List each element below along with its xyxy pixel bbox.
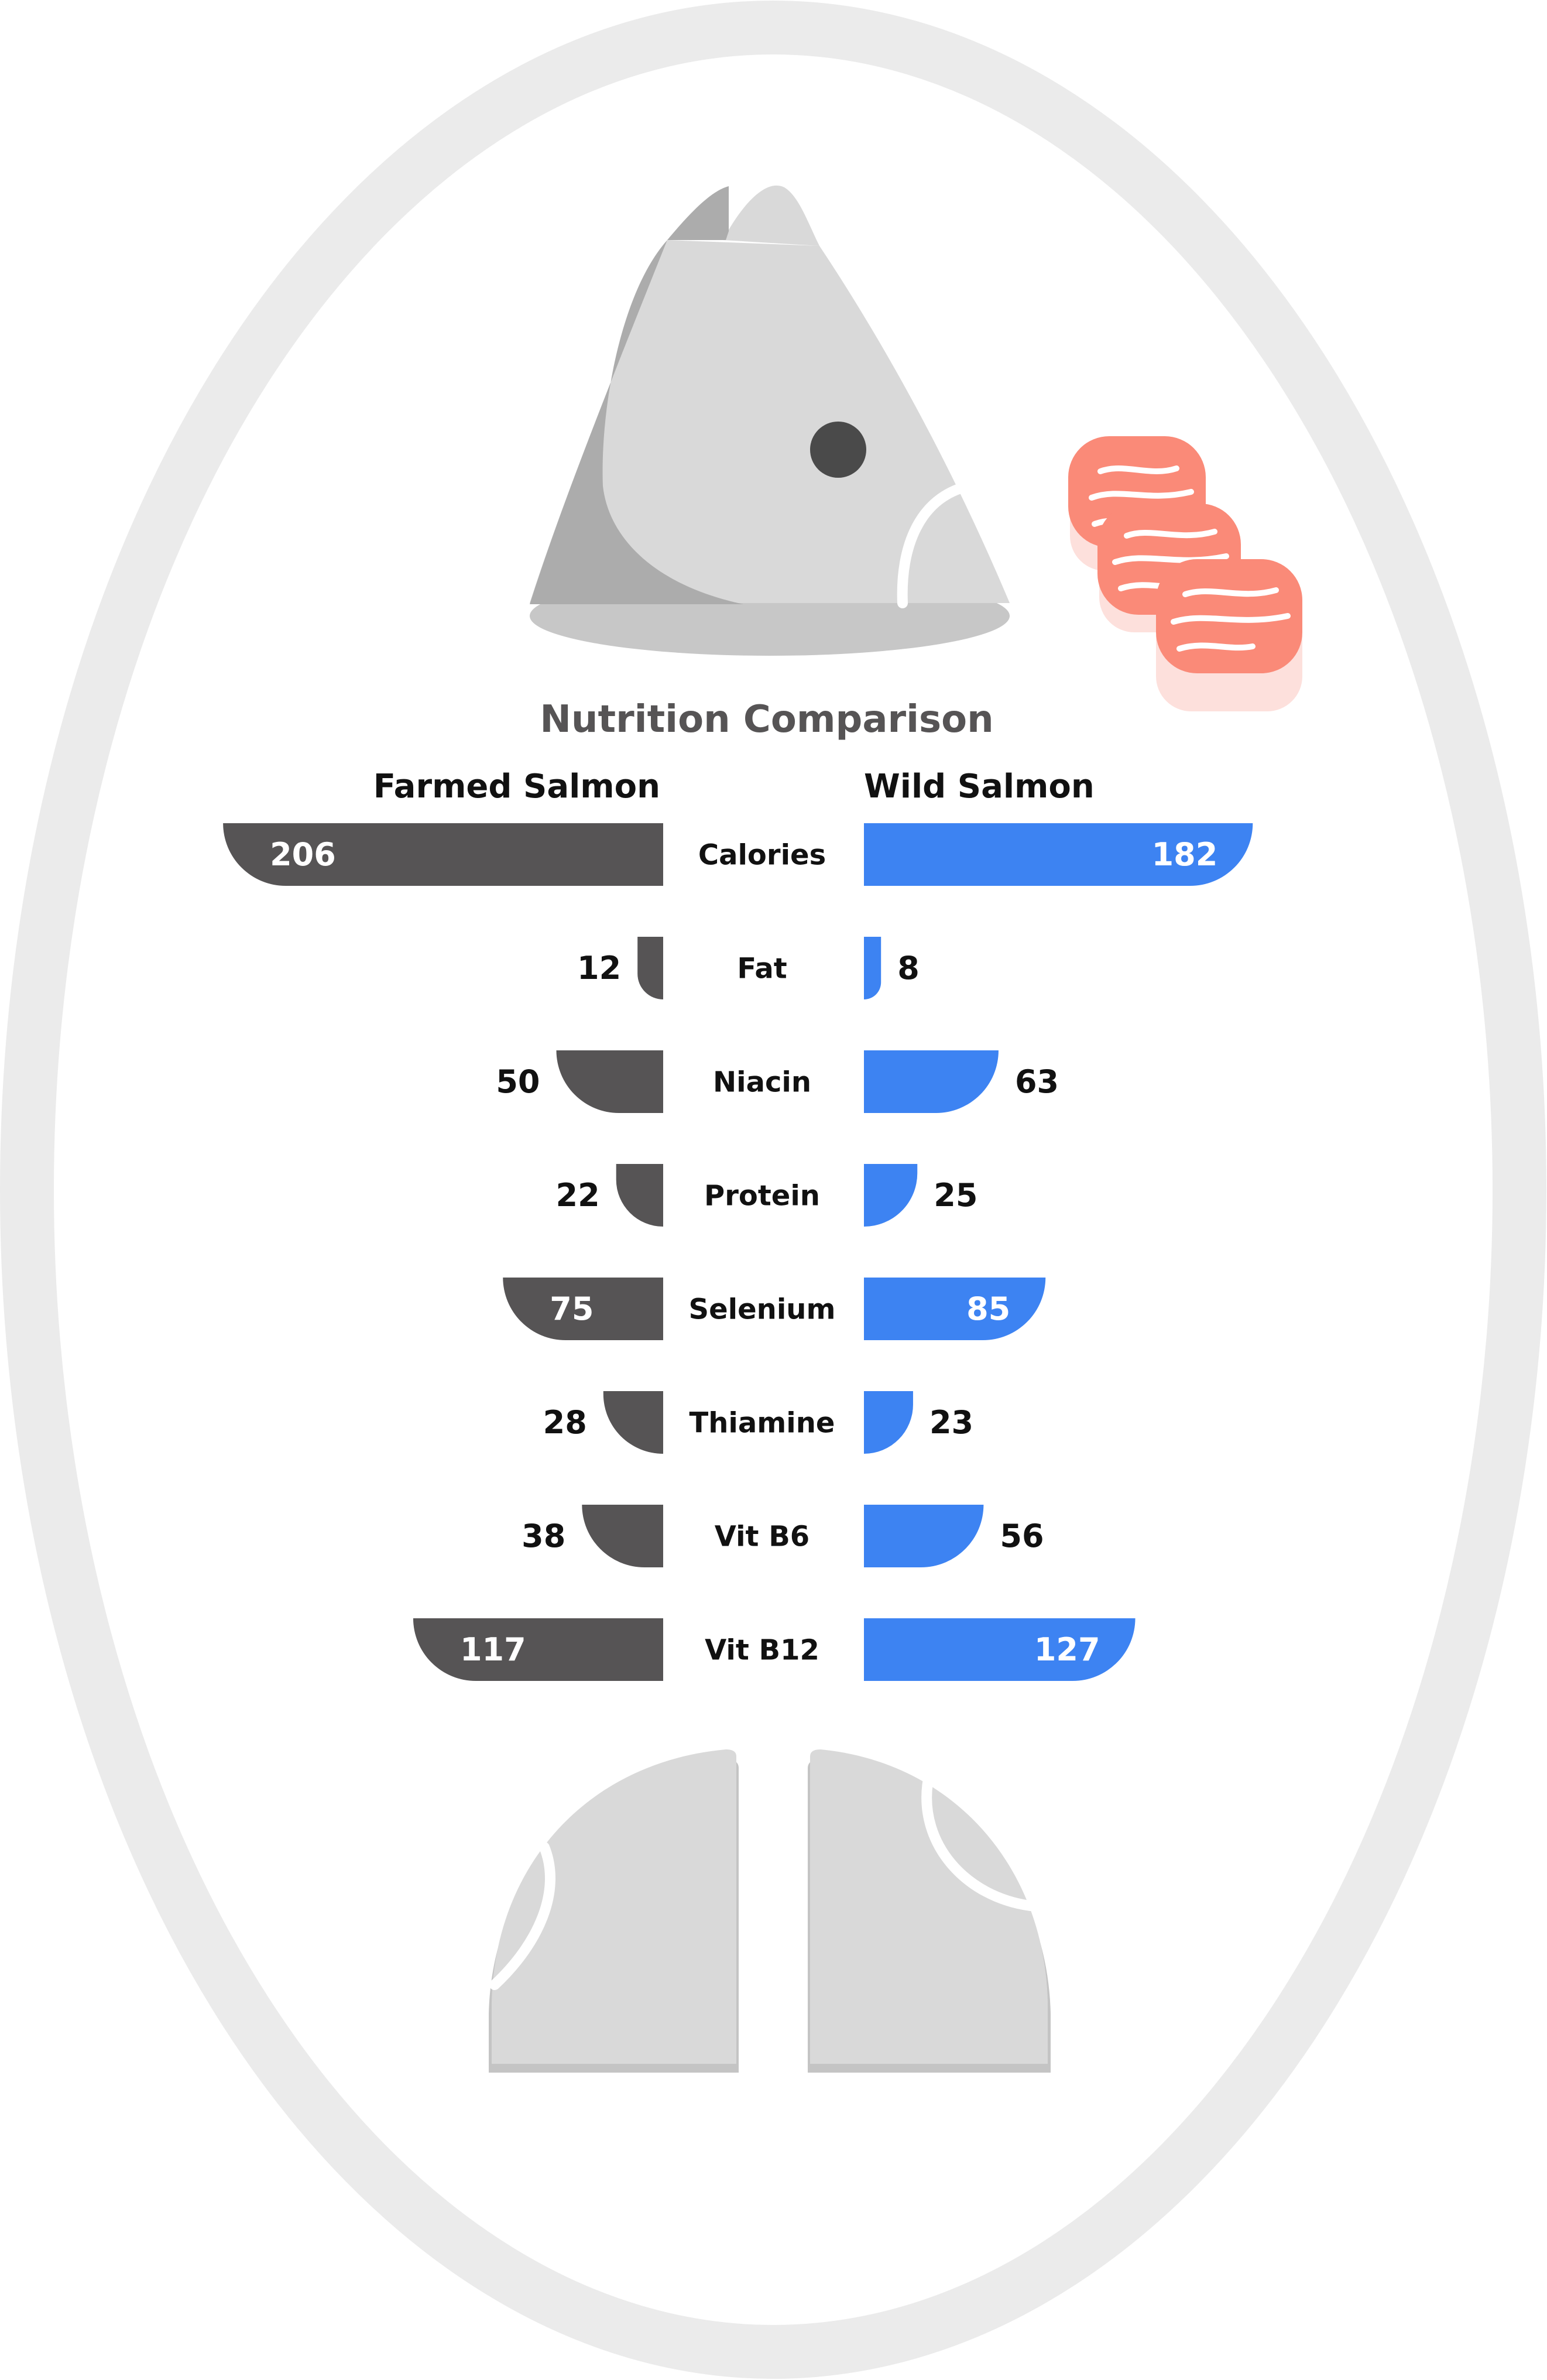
fish-head-icon [530,185,1010,656]
category-label-vit-b12: Vit B12 [705,1634,819,1667]
bar-rows: 206 Calories 182 12 Fat 8 50 Niacin 63 22 Protein 2… [223,823,1253,1681]
wild-bar-vit-b6 [864,1505,984,1567]
category-label-protein: Protein [704,1180,820,1213]
wild-bar-selenium [864,1278,1046,1340]
farmed-bar-vit-b6 [582,1505,663,1567]
category-label-selenium: Selenium [689,1293,836,1326]
wild-bar-protein [864,1164,918,1227]
wild-bar-vit-b12 [864,1618,1136,1681]
farmed-value-protein: 22 [556,1177,600,1214]
wild-value-niacin: 63 [1015,1063,1059,1100]
farmed-value-selenium: 75 [550,1290,594,1327]
farmed-bar-thiamine [603,1391,663,1454]
farmed-value-calories: 206 [270,836,336,873]
farmed-value-vit-b6: 38 [522,1518,565,1554]
farmed-bar-protein [616,1164,663,1227]
farmed-series-header: Farmed Salmon [373,768,660,806]
wild-bar-thiamine [864,1391,913,1454]
farmed-value-niacin: 50 [496,1063,540,1100]
category-label-fat: Fat [737,953,787,985]
farmed-value-thiamine: 28 [543,1404,587,1441]
category-label-calories: Calories [698,839,826,872]
category-label-thiamine: Thiamine [690,1407,835,1440]
farmed-value-vit-b12: 117 [460,1631,526,1668]
wild-bar-fat [864,937,881,999]
wild-value-thiamine: 23 [929,1404,973,1441]
chart-title: Nutrition Comparison [540,698,993,741]
salmon-slices-icon [1068,436,1302,711]
fish-tail-icon [489,1749,1051,2073]
wild-series-header: Wild Salmon [864,768,1095,806]
farmed-bar-fat [637,937,663,999]
farmed-bar-vit-b12 [413,1618,663,1681]
farmed-value-fat: 12 [577,950,621,987]
farmed-bar-niacin [556,1050,663,1113]
wild-value-calories: 182 [1152,836,1218,873]
category-label-niacin: Niacin [713,1066,811,1099]
farmed-bar-selenium [503,1278,663,1340]
wild-bar-niacin [864,1050,999,1113]
wild-value-selenium: 85 [966,1290,1010,1327]
wild-value-vit-b6: 56 [1000,1518,1044,1554]
category-label-vit-b6: Vit B6 [715,1521,809,1553]
wild-value-protein: 25 [934,1177,977,1214]
wild-value-fat: 8 [897,950,920,987]
wild-value-vit-b12: 127 [1034,1631,1100,1668]
farmed-bar-calories [223,823,664,886]
wild-bar-calories [864,823,1253,886]
